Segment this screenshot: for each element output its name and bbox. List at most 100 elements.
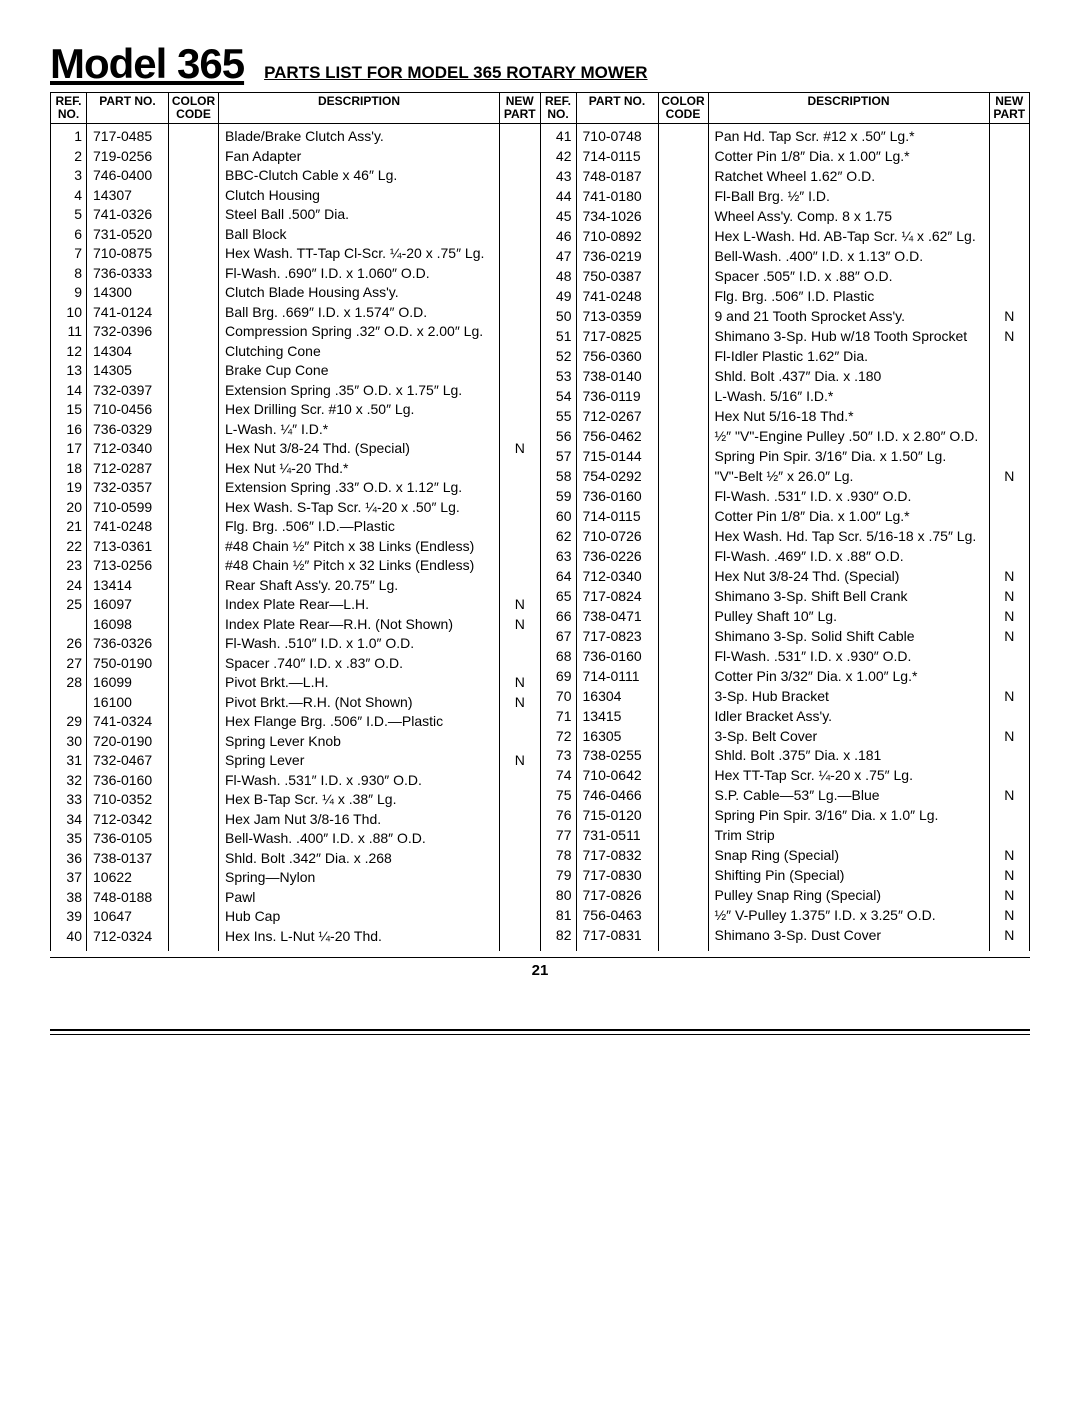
cell-newpart — [989, 227, 1029, 247]
table-row: 38748-0188Pawl — [51, 888, 540, 908]
cell-newpart — [500, 829, 540, 849]
cell-color — [658, 347, 708, 367]
cell-desc: Blade/Brake Clutch Ass'y. — [219, 124, 500, 147]
cell-part: 717-0824 — [576, 587, 658, 607]
cell-color — [658, 766, 708, 786]
cell-ref: 33 — [51, 790, 87, 810]
table-row: 66738-0471Pulley Shaft 10″ Lg.N — [540, 607, 1029, 627]
cell-part: 732-0396 — [87, 322, 169, 342]
cell-part: 14300 — [87, 283, 169, 303]
cell-newpart — [989, 527, 1029, 547]
cell-desc: Shimano 3-Sp. Shift Bell Crank — [708, 587, 989, 607]
table-row: 79717-0830Shifting Pin (Special)N — [540, 866, 1029, 886]
cell-newpart — [989, 387, 1029, 407]
cell-newpart — [500, 361, 540, 381]
cell-desc: Hex Wash. TT-Tap Cl-Scr. ¼-20 x .75″ Lg. — [219, 244, 500, 264]
cell-part: 715-0144 — [576, 447, 658, 467]
cell-color — [169, 244, 219, 264]
cell-ref: 26 — [51, 634, 87, 654]
cell-color — [169, 459, 219, 479]
cell-newpart — [989, 367, 1029, 387]
cell-color — [658, 866, 708, 886]
cell-newpart — [989, 766, 1029, 786]
cell-color — [169, 439, 219, 459]
table-row: 82717-0831Shimano 3-Sp. Dust CoverN — [540, 926, 1029, 951]
cell-part: 736-0226 — [576, 547, 658, 567]
cell-newpart — [500, 124, 540, 147]
col-part: PART NO. — [576, 93, 658, 124]
cell-part: 16304 — [576, 687, 658, 707]
cell-color — [658, 886, 708, 906]
cell-newpart — [500, 283, 540, 303]
cell-desc: Spring Lever — [219, 751, 500, 771]
cell-part: 756-0462 — [576, 427, 658, 447]
cell-newpart: N — [989, 786, 1029, 806]
cell-newpart — [500, 459, 540, 479]
table-row: 414307Clutch Housing — [51, 186, 540, 206]
cell-desc: Cotter Pin 1/8″ Dia. x 1.00″ Lg.* — [708, 507, 989, 527]
table-row: 70163043-Sp. Hub BracketN — [540, 687, 1029, 707]
cell-ref: 11 — [51, 322, 87, 342]
cell-color — [658, 287, 708, 307]
cell-desc: Fl-Wash. .690″ I.D. x 1.060″ O.D. — [219, 264, 500, 284]
table-row: 30720-0190Spring Lever Knob — [51, 732, 540, 752]
cell-desc: Wheel Ass'y. Comp. 8 x 1.75 — [708, 207, 989, 227]
cell-ref — [51, 693, 87, 713]
cell-ref: 54 — [540, 387, 576, 407]
parts-table-right: REF. NO. PART NO. COLOR CODE DESCRIPTION… — [540, 93, 1030, 951]
parts-table-left: REF. NO. PART NO. COLOR CODE DESCRIPTION… — [50, 93, 540, 951]
cell-color — [658, 906, 708, 926]
cell-ref: 64 — [540, 567, 576, 587]
table-row: 48750-0387Spacer .505″ I.D. x .88″ O.D. — [540, 267, 1029, 287]
table-row: 19732-0357Extension Spring .33″ O.D. x 1… — [51, 478, 540, 498]
table-row: 50713-03599 and 21 Tooth Sprocket Ass'y.… — [540, 307, 1029, 327]
model-title: Model 365 — [50, 40, 244, 88]
cell-color — [658, 487, 708, 507]
cell-desc: Index Plate Rear—R.H. (Not Shown) — [219, 615, 500, 635]
cell-part: 717-0825 — [576, 327, 658, 347]
cell-newpart — [500, 634, 540, 654]
cell-newpart: N — [989, 627, 1029, 647]
cell-newpart — [500, 790, 540, 810]
cell-newpart — [989, 207, 1029, 227]
cell-newpart: N — [500, 751, 540, 771]
cell-part: 736-0333 — [87, 264, 169, 284]
cell-color — [658, 407, 708, 427]
cell-color — [658, 267, 708, 287]
cell-desc: Spring Lever Knob — [219, 732, 500, 752]
cell-color — [169, 420, 219, 440]
cell-newpart — [500, 186, 540, 206]
cell-color — [169, 361, 219, 381]
cell-ref: 45 — [540, 207, 576, 227]
cell-ref: 69 — [540, 667, 576, 687]
cell-part: 14307 — [87, 186, 169, 206]
cell-newpart — [500, 654, 540, 674]
cell-part: 732-0467 — [87, 751, 169, 771]
cell-part: 714-0115 — [576, 147, 658, 167]
cell-desc: Brake Cup Cone — [219, 361, 500, 381]
cell-part: 712-0267 — [576, 407, 658, 427]
cell-newpart — [500, 400, 540, 420]
col-ref: REF. NO. — [51, 93, 87, 124]
cell-part: 712-0324 — [87, 927, 169, 952]
cell-desc: Shimano 3-Sp. Solid Shift Cable — [708, 627, 989, 647]
cell-color — [658, 207, 708, 227]
cell-desc: 3-Sp. Belt Cover — [708, 727, 989, 747]
cell-newpart — [989, 826, 1029, 846]
cell-newpart — [989, 487, 1029, 507]
cell-desc: "V"-Belt ½″ x 26.0″ Lg. — [708, 467, 989, 487]
cell-newpart — [500, 478, 540, 498]
table-row: 65717-0824Shimano 3-Sp. Shift Bell Crank… — [540, 587, 1029, 607]
cell-color — [169, 303, 219, 323]
cell-newpart — [500, 166, 540, 186]
cell-desc: Hex B-Tap Scr. ¼ x .38″ Lg. — [219, 790, 500, 810]
cell-newpart — [989, 147, 1029, 167]
cell-desc: Shld. Bolt .375″ Dia. x .181 — [708, 746, 989, 766]
cell-part: 710-0642 — [576, 766, 658, 786]
cell-color — [169, 225, 219, 245]
col-ref: REF. NO. — [540, 93, 576, 124]
table-row: 14732-0397Extension Spring .35″ O.D. x 1… — [51, 381, 540, 401]
table-row: 1717-0485Blade/Brake Clutch Ass'y. — [51, 124, 540, 147]
cell-newpart — [500, 517, 540, 537]
cell-part: 736-0326 — [87, 634, 169, 654]
